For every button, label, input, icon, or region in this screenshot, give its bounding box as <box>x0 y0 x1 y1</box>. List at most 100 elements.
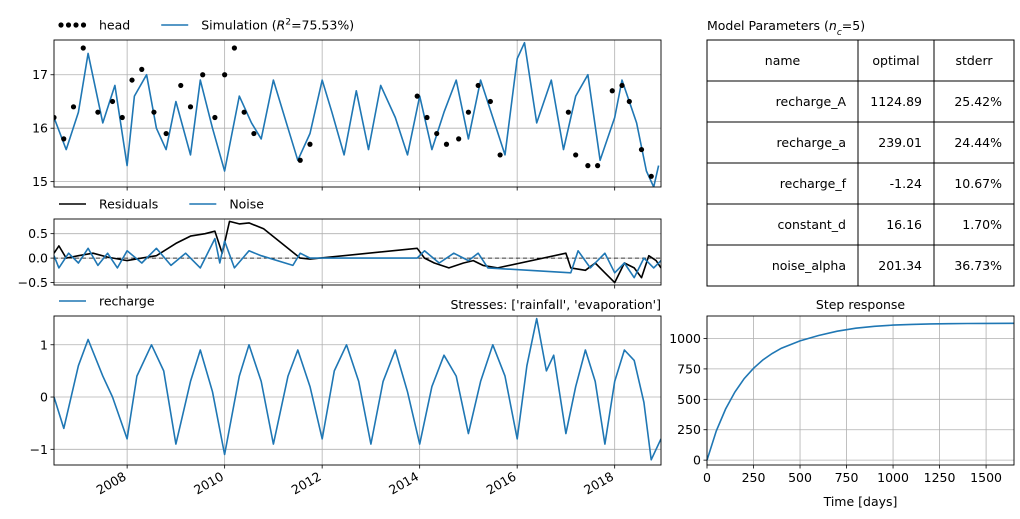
table-cell-optimal: 16.16 <box>886 217 922 232</box>
head-point <box>456 136 462 142</box>
table-cell-name: recharge_a <box>777 135 846 150</box>
step-ytick-label-0: 0 <box>693 453 701 468</box>
legend-marker-dot <box>80 22 87 28</box>
head-point <box>414 93 420 99</box>
legend-label: head <box>99 18 130 33</box>
head-point <box>619 82 625 89</box>
residuals-axes-frame <box>53 218 662 286</box>
legend-marker-dot <box>65 22 72 28</box>
table-cell-stderr: 36.73% <box>954 258 1002 273</box>
step-ytick-label-250: 250 <box>677 422 701 437</box>
table-cell-optimal: 201.34 <box>878 258 922 273</box>
stresses-panel <box>50 316 661 469</box>
step-response-title: Step response <box>816 297 906 312</box>
head-point <box>187 104 194 110</box>
head-point <box>475 82 481 89</box>
table-cell-stderr: 25.42% <box>954 94 1002 109</box>
head-point <box>648 173 654 179</box>
head-point <box>70 104 77 110</box>
head-point <box>163 130 169 137</box>
head-point <box>241 109 247 115</box>
head-point <box>200 72 206 78</box>
head-point <box>222 72 228 78</box>
head-ytick-label-1: 16 <box>32 121 48 136</box>
x-tick-label-2016: 2016 <box>484 469 519 498</box>
head-point <box>626 98 632 105</box>
x-tick-label-2012: 2012 <box>289 469 324 498</box>
head-point <box>609 88 615 94</box>
table-cell-name: constant_d <box>777 217 846 232</box>
head-point <box>497 152 503 158</box>
step-ytick-label-1000: 1000 <box>669 331 701 346</box>
head-point <box>573 152 579 158</box>
stresses-ytick-label-2: −1 <box>30 442 48 457</box>
step-xtick-label-1250: 1250 <box>924 470 956 485</box>
x-tick-label-2018: 2018 <box>581 469 616 498</box>
legend-label: Simulation (R2=75.53%) <box>201 18 354 33</box>
legend-marker-dot <box>58 22 64 28</box>
table-cell-name: recharge_f <box>780 176 847 191</box>
step-ytick-label-750: 750 <box>677 361 701 376</box>
step-response-xlabel: Time [days] <box>823 494 898 509</box>
table-cell-name: recharge_A <box>776 94 847 109</box>
step-response-line <box>706 322 1015 461</box>
table-cell-optimal: 239.01 <box>878 135 922 150</box>
step-xtick-label-0: 0 <box>703 470 711 485</box>
stresses-ytick-label-1: 0 <box>40 390 48 405</box>
residuals-ytick-label-1: 0.0 <box>28 251 48 266</box>
head-ytick-label-2: 17 <box>32 67 48 82</box>
head-point <box>465 109 472 115</box>
head-point <box>231 45 237 51</box>
head-point <box>95 109 101 115</box>
step-xtick-label-1500: 1500 <box>970 470 1002 485</box>
head-point <box>212 114 218 121</box>
head-point <box>297 157 303 163</box>
x-tick-label-2010: 2010 <box>191 469 226 498</box>
step-xtick-label-250: 250 <box>742 470 766 485</box>
table-cell-stderr: 1.70% <box>962 217 1002 232</box>
residuals-panel <box>50 219 661 289</box>
x-tick-label-2008: 2008 <box>94 469 129 498</box>
table-header-name: name <box>765 53 801 68</box>
stresses-ytick-label-0: 1 <box>40 337 48 352</box>
head-point <box>307 141 313 147</box>
head-point <box>61 136 67 142</box>
head-point <box>638 146 645 153</box>
head-ytick-label-0: 15 <box>32 174 48 189</box>
head-axes-frame <box>53 39 662 188</box>
residuals-series-noise <box>54 237 661 279</box>
head-point <box>54 114 57 121</box>
step-xtick-label-750: 750 <box>835 470 859 485</box>
stresses-title: Stresses: ['rainfall', 'evaporation'] <box>450 297 661 312</box>
head-point <box>119 114 125 121</box>
head-point <box>251 130 257 137</box>
table-cell-stderr: 24.44% <box>954 135 1002 150</box>
residuals-ytick-label-2: −0.5 <box>18 275 48 290</box>
head-observations <box>54 45 654 179</box>
stresses-series-recharge <box>54 317 661 461</box>
head-point <box>565 109 571 115</box>
head-point <box>109 98 116 105</box>
step-ytick-label-500: 500 <box>677 392 701 407</box>
head-panel <box>50 40 661 191</box>
table-cell <box>933 244 1015 287</box>
table-cell-optimal: 1124.89 <box>870 94 922 109</box>
head-point <box>178 82 184 89</box>
residuals-ytick-label-0: 0.5 <box>28 226 48 241</box>
legend-marker-dot <box>73 22 79 28</box>
head-point <box>139 66 145 72</box>
table-cell-optimal: -1.24 <box>890 176 922 191</box>
head-point <box>487 98 493 105</box>
table-cell-stderr: 10.67% <box>954 176 1002 191</box>
step-xtick-label-1000: 1000 <box>877 470 909 485</box>
legend-label: Noise <box>229 197 264 212</box>
head-point <box>443 141 450 147</box>
head-point <box>80 45 86 51</box>
step-xtick-label-500: 500 <box>788 470 812 485</box>
head-point <box>434 130 440 137</box>
head-point <box>424 114 430 121</box>
step-axes-frame <box>706 315 1015 466</box>
legend-label: Residuals <box>99 197 158 212</box>
head-point <box>151 109 157 115</box>
